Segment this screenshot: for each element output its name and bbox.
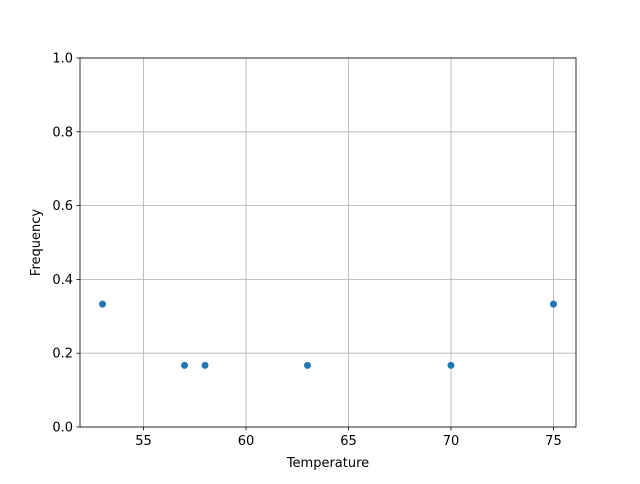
data-point bbox=[447, 361, 455, 369]
x-tick-label: 65 bbox=[340, 434, 357, 449]
y-axis-label: Frequency bbox=[29, 209, 44, 276]
y-tick-label: 0.8 bbox=[52, 125, 73, 140]
grid bbox=[80, 57, 576, 428]
data-point bbox=[201, 361, 209, 369]
y-tick-label: 1.0 bbox=[52, 52, 73, 67]
x-tick-label: 60 bbox=[238, 434, 255, 449]
x-axis-ticks: 55 60 65 70 75 bbox=[135, 427, 562, 449]
y-tick-label: 0.6 bbox=[52, 199, 73, 214]
data-point bbox=[304, 361, 312, 369]
y-tick-label: 0.0 bbox=[52, 421, 73, 436]
x-tick-label: 75 bbox=[545, 434, 562, 449]
data-point bbox=[549, 300, 557, 308]
y-axis-ticks: 0.0 0.2 0.4 0.6 0.8 1.0 bbox=[52, 52, 80, 436]
y-tick-label: 0.2 bbox=[52, 347, 73, 362]
y-tick-label: 0.4 bbox=[52, 273, 73, 288]
data-point bbox=[181, 361, 189, 369]
plot-frame bbox=[79, 57, 577, 428]
x-tick-label: 55 bbox=[135, 434, 152, 449]
data-point bbox=[99, 300, 107, 308]
data-points bbox=[99, 300, 557, 369]
x-axis-label: Temperature bbox=[286, 456, 369, 471]
x-tick-label: 70 bbox=[443, 434, 460, 449]
